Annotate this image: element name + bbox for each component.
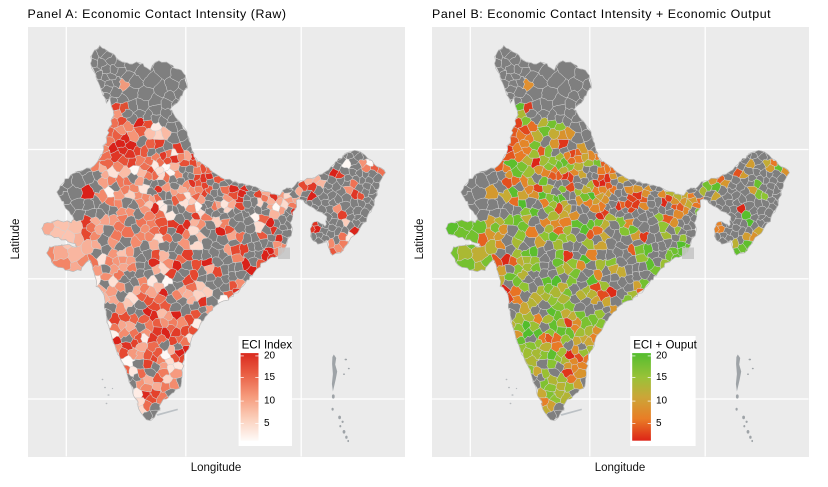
svg-text:15: 15 [264, 372, 276, 383]
svg-text:5: 5 [264, 418, 270, 429]
svg-text:10: 10 [264, 396, 276, 407]
svg-text:15: 15 [656, 372, 668, 383]
svg-text:20: 20 [264, 350, 276, 361]
svg-text:10: 10 [656, 396, 668, 407]
svg-text:ECI Index: ECI Index [242, 340, 293, 352]
svg-text:ECI + Ouput: ECI + Ouput [633, 340, 697, 352]
svg-text:5: 5 [656, 418, 662, 429]
svg-text:20: 20 [656, 350, 668, 361]
